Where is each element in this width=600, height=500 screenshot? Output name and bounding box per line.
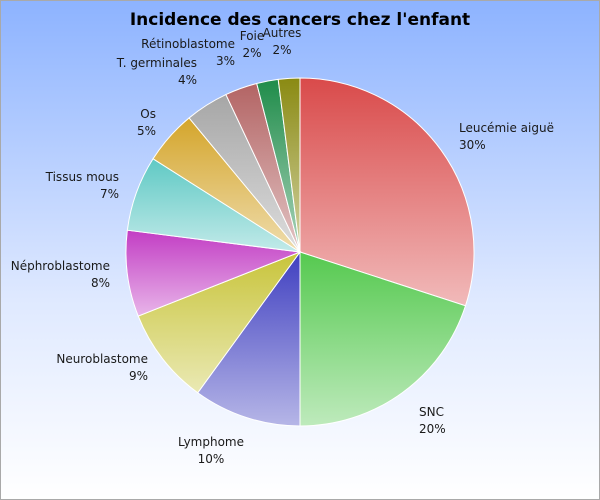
slice-label: Foie <box>240 29 265 43</box>
slice-value-label: 9% <box>129 369 148 383</box>
slice-value-label: 2% <box>242 46 261 60</box>
slice-label: Autres <box>263 26 302 40</box>
pie-slice <box>197 250 301 427</box>
slice-value-label: 8% <box>91 276 110 290</box>
slice-value-label: 5% <box>137 124 156 138</box>
pie-labels: Leucémie aiguë 30% SNC 20% Lymphome 10% Neurob… <box>11 26 554 466</box>
slice-value-label: 30% <box>459 138 486 152</box>
slice-label: Rétinoblastome <box>141 37 235 51</box>
slice-value-label: 4% <box>178 73 197 87</box>
slice-value-label: 3% <box>216 54 235 68</box>
slice-label: T. germinales <box>116 56 197 70</box>
slice-label: Leucémie aiguë <box>459 121 554 135</box>
pie-slice <box>299 251 467 427</box>
pie-slice <box>299 77 475 307</box>
pie-slice <box>277 77 301 253</box>
slice-label: Tissus mous <box>45 170 119 184</box>
slice-value-label: 7% <box>100 187 119 201</box>
slice-label: Lymphome <box>178 435 244 449</box>
slice-value-label: 2% <box>272 43 291 57</box>
slice-label: SNC <box>419 405 444 419</box>
chart-title: Incidence des cancers chez l'enfant <box>130 10 470 30</box>
slice-label: Néphroblastome <box>11 259 110 273</box>
slice-label: Os <box>140 107 156 121</box>
pie-slice <box>137 250 302 394</box>
slice-label: Neuroblastome <box>56 352 148 366</box>
slice-value-label: 10% <box>198 452 225 466</box>
slice-value-label: 20% <box>419 422 446 436</box>
pie-slices <box>125 77 475 427</box>
